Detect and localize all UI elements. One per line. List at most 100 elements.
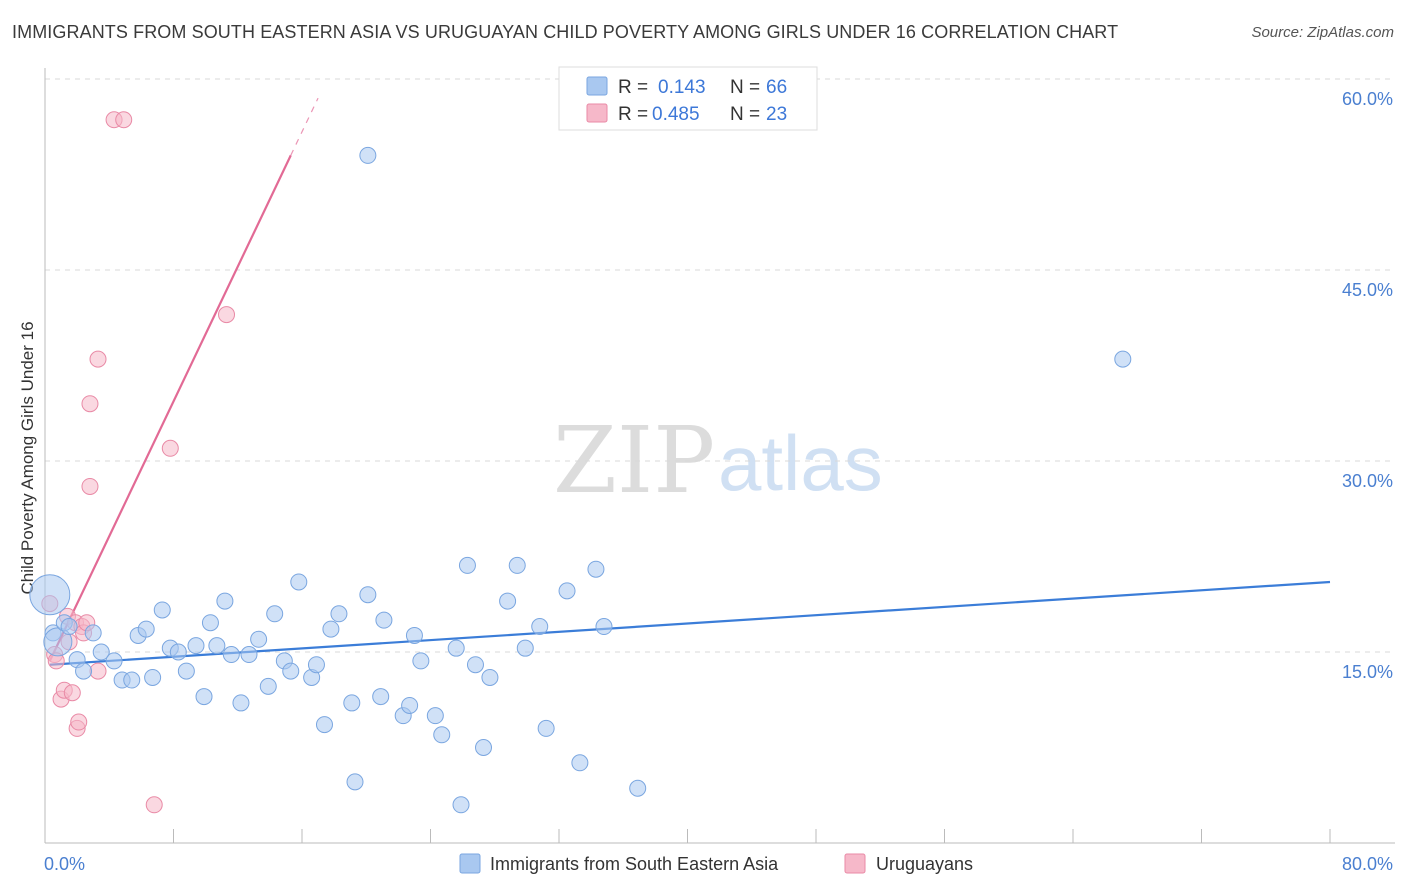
immigrants-point xyxy=(401,696,419,714)
immigrants-point xyxy=(250,630,268,648)
immigrants-point xyxy=(359,586,377,604)
legend-n-value-pink: 23 xyxy=(766,104,787,125)
immigrants-point xyxy=(426,707,444,725)
immigrants-point xyxy=(481,668,499,686)
immigrants-point xyxy=(1114,350,1132,368)
bottom-legend-swatch-blue xyxy=(459,853,481,874)
x-tick-label: 80.0% xyxy=(1342,854,1393,874)
top-legend: R = 0.143 N = 66 R = 0.485 N = 23 xyxy=(558,66,818,131)
uruguayans-point xyxy=(63,684,81,702)
x-tick-label: 0.0% xyxy=(44,854,85,874)
immigrants-point xyxy=(123,671,141,689)
immigrants-point xyxy=(458,556,476,574)
immigrants-point xyxy=(240,646,258,664)
immigrants-point xyxy=(508,556,526,574)
uruguayans-point xyxy=(161,439,179,457)
immigrants-point xyxy=(537,719,555,737)
uruguayans-point xyxy=(218,306,236,324)
immigrants-point xyxy=(60,618,78,636)
immigrants-point xyxy=(346,773,364,791)
immigrants-point xyxy=(259,677,277,695)
immigrants-point xyxy=(177,662,195,680)
immigrants-point xyxy=(201,614,219,632)
immigrants-point xyxy=(222,646,240,664)
immigrants-point xyxy=(452,796,470,814)
legend-r-label-pink: R = xyxy=(618,104,648,125)
immigrants-point xyxy=(282,662,300,680)
immigrants-point xyxy=(629,779,647,797)
immigrants-point xyxy=(315,716,333,734)
immigrants-point xyxy=(516,639,534,657)
legend-n-label-pink: N = xyxy=(730,104,760,125)
y-tick-label: 30.0% xyxy=(1342,471,1393,491)
legend-r-label-blue: R = xyxy=(618,77,648,98)
immigrants-point xyxy=(169,643,187,661)
immigrants-point xyxy=(405,626,423,644)
immigrants-point xyxy=(531,618,549,636)
chart-title: IMMIGRANTS FROM SOUTH EASTERN ASIA VS UR… xyxy=(12,22,1119,42)
trend-line-uruguayans xyxy=(48,154,292,662)
chart-source: Source: ZipAtlas.com xyxy=(1251,24,1394,41)
uruguayans-point xyxy=(81,477,99,495)
immigrants-point xyxy=(266,605,284,623)
trend-line-immigrants xyxy=(49,580,1331,666)
uruguayans-points xyxy=(41,111,236,814)
trend-lines xyxy=(48,97,1331,666)
immigrants-point xyxy=(137,620,155,638)
legend-n-value-blue: 66 xyxy=(766,77,787,98)
legend-n-label-blue: N = xyxy=(730,77,760,98)
axes: 15.0% 30.0% 45.0% 60.0% 0.0% 80.0% xyxy=(44,68,1395,874)
immigrants-point xyxy=(595,618,613,636)
uruguayans-point xyxy=(70,713,88,731)
uruguayans-point xyxy=(89,350,107,368)
watermark-atlas: atlas xyxy=(718,419,883,507)
immigrants-point xyxy=(75,662,93,680)
immigrants-point xyxy=(587,560,605,578)
uruguayans-point xyxy=(81,395,99,413)
gridlines xyxy=(45,78,1395,653)
immigrants-point xyxy=(187,637,205,655)
immigrants-point xyxy=(412,652,430,670)
uruguayans-point xyxy=(115,111,133,129)
uruguayans-point xyxy=(89,662,107,680)
immigrants-point xyxy=(558,582,576,600)
immigrants-point xyxy=(499,592,517,610)
immigrants-point xyxy=(144,668,162,686)
immigrants-point xyxy=(29,574,71,616)
y-tick-label: 60.0% xyxy=(1342,89,1393,109)
immigrants-point xyxy=(375,611,393,629)
trend-line-uruguayans-extension xyxy=(290,97,319,156)
immigrants-point xyxy=(290,573,308,591)
immigrants-point xyxy=(433,726,451,744)
legend-r-value-blue: 0.143 xyxy=(658,77,706,98)
immigrants-point xyxy=(307,656,325,674)
immigrants-point xyxy=(153,601,171,619)
bottom-legend-label-pink: Uruguayans xyxy=(876,854,973,874)
immigrants-point xyxy=(84,624,102,642)
immigrants-point xyxy=(208,637,226,655)
bottom-legend: Immigrants from South Eastern Asia Urugu… xyxy=(459,853,973,874)
immigrants-point xyxy=(232,694,250,712)
legend-swatch-pink xyxy=(586,103,608,123)
legend-r-value-pink: 0.485 xyxy=(652,104,700,125)
immigrants-point xyxy=(372,688,390,706)
immigrants-point xyxy=(447,639,465,657)
bottom-legend-label-blue: Immigrants from South Eastern Asia xyxy=(490,854,779,874)
y-axis-label: Child Poverty Among Girls Under 16 xyxy=(18,321,37,594)
immigrants-point xyxy=(359,146,377,164)
immigrants-point xyxy=(195,688,213,706)
y-tick-label: 15.0% xyxy=(1342,662,1393,682)
immigrants-point xyxy=(322,620,340,638)
immigrants-point xyxy=(466,656,484,674)
immigrants-point xyxy=(343,694,361,712)
bottom-legend-swatch-pink xyxy=(844,853,866,874)
immigrants-point xyxy=(571,754,589,772)
y-tick-label: 45.0% xyxy=(1342,280,1393,300)
immigrants-points xyxy=(29,146,1132,814)
immigrants-point xyxy=(105,652,123,670)
legend-swatch-blue xyxy=(586,76,608,96)
immigrants-point xyxy=(92,643,110,661)
immigrants-point xyxy=(475,739,493,756)
immigrants-point xyxy=(330,605,348,623)
